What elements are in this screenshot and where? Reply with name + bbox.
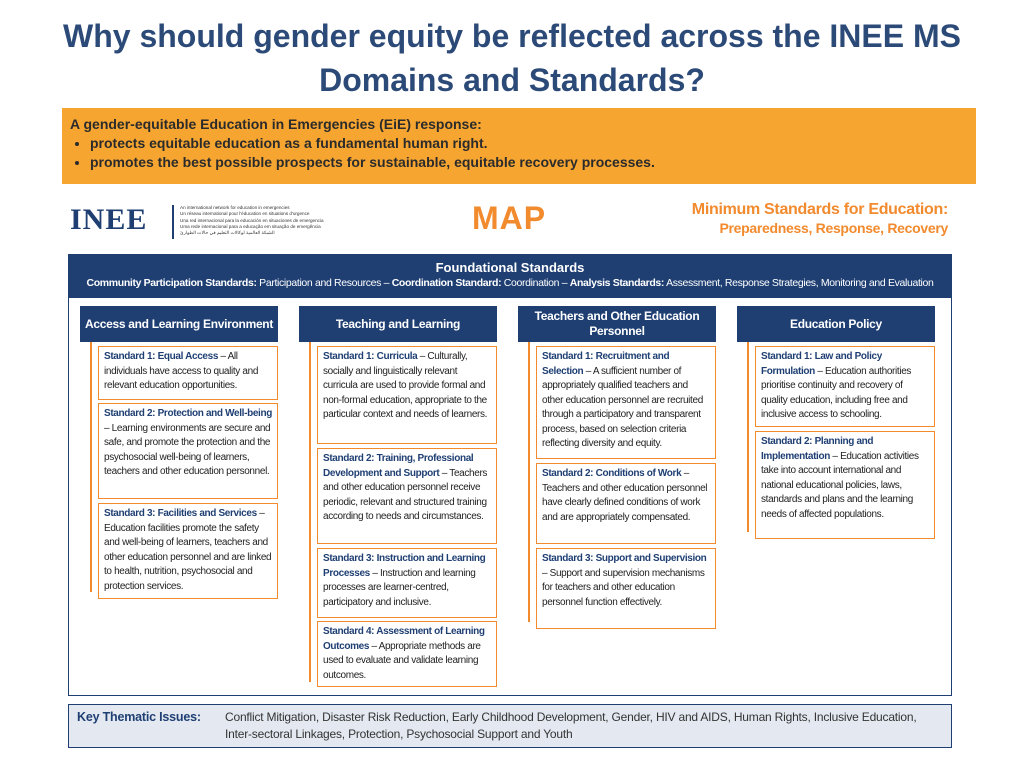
key-thematic-issues-text: Conflict Mitigation, Disaster Risk Reduc… [225, 710, 917, 741]
standard-title: Standard 1: Equal Access [104, 351, 219, 362]
standard-title: Standard 2: Conditions of Work [542, 468, 682, 479]
standard-text: – A sufficient number of appropriately q… [542, 365, 703, 450]
standard-facilities-services: Standard 3: Facilities and Services – Ed… [98, 503, 278, 599]
standard-text: – Appropriate methods are used to evalua… [323, 640, 481, 681]
foundational-title: Foundational Standards [435, 260, 585, 275]
standard-title: Standard 4: Assessment of Learning Outco… [323, 626, 485, 652]
gender-equity-callout: A gender-equitable Education in Emergenc… [62, 108, 976, 184]
key-thematic-issues: Key Thematic Issues: Conflict Mitigation… [68, 704, 952, 748]
callout-intro: A gender-equitable Education in Emergenc… [70, 116, 482, 132]
ms-title-line1: Minimum Standards for Education: [691, 201, 949, 218]
tagline-line: Una red internacional para la educación … [180, 217, 324, 223]
standard-text: – All individuals have access to quality… [104, 351, 259, 391]
coordination-text: Coordination – [501, 277, 570, 289]
standard-title: Standard 2: Planning and Implementation [761, 436, 874, 462]
tagline-line: Un réseau international pour l'éducation… [180, 211, 310, 217]
domain-connector [309, 342, 311, 682]
foundational-standards-list: Community Participation Standards: Parti… [68, 276, 952, 291]
standard-title: Standard 1: Recruitment and Selection [542, 351, 670, 377]
analysis-label: Analysis Standards: [569, 277, 665, 289]
standard-text: – Learning environments are secure and s… [104, 422, 271, 478]
standard-title: Standard 1: Law and Policy Formulation [761, 351, 882, 377]
domain-header-education-policy: Education Policy [737, 306, 935, 342]
inee-logo: INEE [70, 203, 148, 236]
domain-header-teaching-learning: Teaching and Learning [299, 306, 497, 342]
standard-curricula: Standard 1: Curricula – Culturally, soci… [317, 346, 497, 444]
tagline-line: An international network for education i… [180, 205, 290, 210]
standard-recruitment-selection: Standard 1: Recruitment and Selection – … [536, 346, 716, 459]
logo-divider [172, 205, 174, 239]
domain-header-access-learning-environment: Access and Learning Environment [80, 306, 278, 342]
tagline-line: الشبكة العالمية لوكالات التعليم في حالات… [180, 230, 275, 236]
minimum-standards-title: Minimum Standards for Education: Prepare… [691, 200, 949, 238]
community-participation-text: Participation and Resources – [256, 277, 392, 289]
standard-instruction-learning-processes: Standard 3: Instruction and Learning Pro… [317, 548, 497, 618]
standard-title: Standard 2: Training, Professional Devel… [323, 453, 474, 479]
standard-equal-access: Standard 1: Equal Access – All individua… [98, 346, 278, 400]
callout-bullet: promotes the best possible prospects for… [90, 153, 968, 172]
domain-connector [747, 342, 749, 532]
standard-support-supervision: Standard 3: Support and Supervision – Su… [536, 548, 716, 629]
domain-header-teachers-education-personnel: Teachers and Other Education Personnel [518, 306, 716, 342]
standard-title: Standard 3: Support and Supervision [542, 553, 707, 564]
domain-connector [90, 342, 92, 592]
standard-protection-wellbeing: Standard 2: Protection and Well-being – … [98, 403, 278, 499]
standard-training-professional-development: Standard 2: Training, Professional Devel… [317, 448, 497, 544]
standard-text: – Instruction and learning processes are… [323, 567, 476, 608]
standard-text: – Teachers and other education personnel… [323, 467, 488, 523]
callout-bullet: protects equitable education as a fundam… [90, 134, 968, 153]
foundational-standards-bar: Foundational Standards Community Partici… [68, 254, 952, 298]
standard-assessment-learning-outcomes: Standard 4: Assessment of Learning Outco… [317, 621, 497, 687]
tagline-line: Uma rede internacional para a educação e… [180, 223, 321, 229]
coordination-label: Coordination Standard: [391, 277, 502, 289]
standard-text: – Teachers and other education personnel… [542, 468, 708, 523]
standard-text: – Education facilities promote the safet… [104, 508, 272, 592]
standard-title: Standard 2: Protection and Well-being [104, 408, 272, 419]
standard-text: – Support and supervision mechanisms for… [542, 567, 705, 608]
standard-planning-implementation: Standard 2: Planning and Implementation … [755, 431, 935, 539]
standard-conditions-of-work: Standard 2: Conditions of Work – Teacher… [536, 463, 716, 544]
standard-text: – Education activities take into account… [761, 450, 919, 520]
standard-text: – Education authorities prioritise conti… [761, 365, 912, 421]
callout-list: protects equitable education as a fundam… [70, 134, 968, 172]
standard-title: Standard 1: Curricula [323, 351, 418, 362]
page-title: Why should gender equity be reflected ac… [63, 18, 961, 98]
standard-law-policy-formulation: Standard 1: Law and Policy Formulation –… [755, 346, 935, 427]
key-thematic-issues-label: Key Thematic Issues: [77, 710, 201, 724]
standard-title: Standard 3: Instruction and Learning Pro… [323, 553, 486, 579]
domain-connector [528, 342, 530, 622]
inee-tagline: An international network for education i… [180, 205, 350, 236]
standard-title: Standard 3: Facilities and Services [104, 508, 257, 519]
community-participation-label: Community Participation Standards: [86, 277, 257, 289]
standard-text: – Culturally, socially and linguisticall… [323, 351, 488, 420]
ms-title-line2: Preparedness, Response, Recovery [719, 220, 948, 236]
map-title: MAP [472, 200, 547, 236]
analysis-text: Assessment, Response Strategies, Monitor… [664, 277, 934, 289]
